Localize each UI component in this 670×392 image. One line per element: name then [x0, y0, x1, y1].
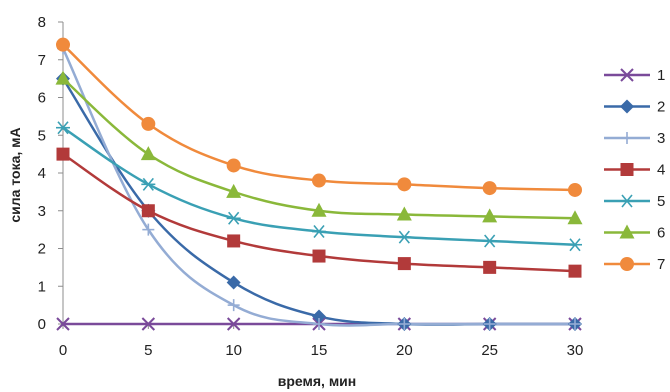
series-5-point: [226, 211, 241, 225]
legend-marker: [619, 224, 635, 239]
legend-item-3: 3: [604, 130, 665, 147]
legend-item-5: 5: [604, 193, 665, 210]
legend-marker: [620, 257, 634, 271]
x-tick-label: 10: [225, 342, 242, 359]
legend-label: 1: [657, 67, 665, 84]
series-4-point: [483, 260, 497, 274]
series-4-point: [141, 204, 155, 218]
legend: 1 2 3 4 5 6 7: [604, 67, 665, 273]
series-2-point: [312, 309, 326, 324]
series-7-point: [56, 37, 70, 52]
legend-item-1: 1: [604, 67, 665, 84]
x-tick-label: 0: [59, 342, 67, 359]
series-3-point: [483, 318, 496, 330]
series-4-point: [227, 234, 241, 248]
series-6-point: [482, 208, 498, 223]
legend-marker: [621, 132, 633, 144]
x-tick-label: 5: [144, 342, 152, 359]
series-3-point: [142, 223, 155, 236]
legend-label: 6: [657, 225, 665, 242]
legend-item-6: 6: [604, 224, 665, 242]
series-3-point: [227, 299, 240, 312]
series-2-line: [61, 77, 575, 326]
legend-label: 4: [657, 162, 665, 179]
series-4-point: [397, 257, 411, 271]
y-tick-label: 0: [38, 316, 46, 333]
x-tick-label: 20: [396, 342, 413, 359]
y-tick-label: 2: [38, 241, 46, 258]
series-6-point: [396, 206, 412, 221]
y-tick-label: 3: [38, 203, 46, 220]
series-1-point: [56, 317, 70, 331]
series-7-point: [568, 182, 582, 197]
legend-label: 3: [657, 130, 665, 147]
series-5-point: [56, 121, 70, 135]
y-axis-title: сила тока, мА: [7, 127, 23, 222]
series-2-point: [226, 275, 241, 290]
series-6-point: [311, 202, 327, 217]
series-7-point: [397, 177, 412, 192]
x-tick-label: 25: [481, 342, 498, 359]
series-4-point: [568, 264, 582, 278]
legend-label: 2: [657, 99, 665, 116]
legend-item-7: 7: [604, 256, 665, 273]
series-1-point: [226, 317, 241, 331]
series-7-point: [226, 158, 241, 173]
plot-area: 0 1 2 3 4 5 6 7 8 0 5 10 15 20 25 30: [38, 14, 584, 359]
y-tick-label: 8: [38, 14, 46, 31]
series-6-point: [226, 183, 242, 198]
y-tick-label: 7: [38, 52, 46, 69]
series-7-point: [312, 173, 326, 188]
series-5-point: [482, 234, 497, 248]
series-6-point: [55, 70, 71, 85]
legend-marker: [620, 163, 634, 176]
legend-marker: [620, 194, 634, 208]
series-3-point: [569, 318, 581, 330]
series-7-line: [62, 43, 576, 192]
series-5-point: [397, 230, 412, 244]
legend-item-4: 4: [604, 162, 665, 179]
series-3-point: [313, 318, 325, 330]
y-tick-label: 5: [38, 127, 46, 144]
series-7-point: [482, 181, 497, 196]
legend-marker: [620, 99, 634, 114]
series-3-point: [398, 318, 411, 330]
legend-item-2: 2: [604, 99, 665, 116]
legend-label: 5: [657, 193, 665, 210]
series-7-point: [141, 116, 156, 131]
series-6-line: [62, 77, 576, 220]
series-5-point: [141, 177, 156, 191]
y-tick-label: 4: [38, 165, 46, 182]
series-5-point: [568, 238, 582, 252]
x-tick-label: 30: [567, 342, 584, 359]
series-6-point: [567, 210, 583, 225]
series-1-point: [141, 317, 156, 331]
y-tick-label: 6: [38, 90, 46, 107]
legend-label: 7: [657, 256, 665, 273]
y-tick-label: 1: [38, 278, 46, 295]
series-4-point: [312, 249, 326, 263]
series-4-point: [56, 147, 70, 161]
series-5-point: [312, 225, 326, 239]
legend-marker: [620, 68, 634, 82]
x-axis-title: время, мин: [278, 373, 356, 389]
x-tick-label: 15: [311, 342, 328, 359]
series-6-point: [140, 146, 156, 161]
